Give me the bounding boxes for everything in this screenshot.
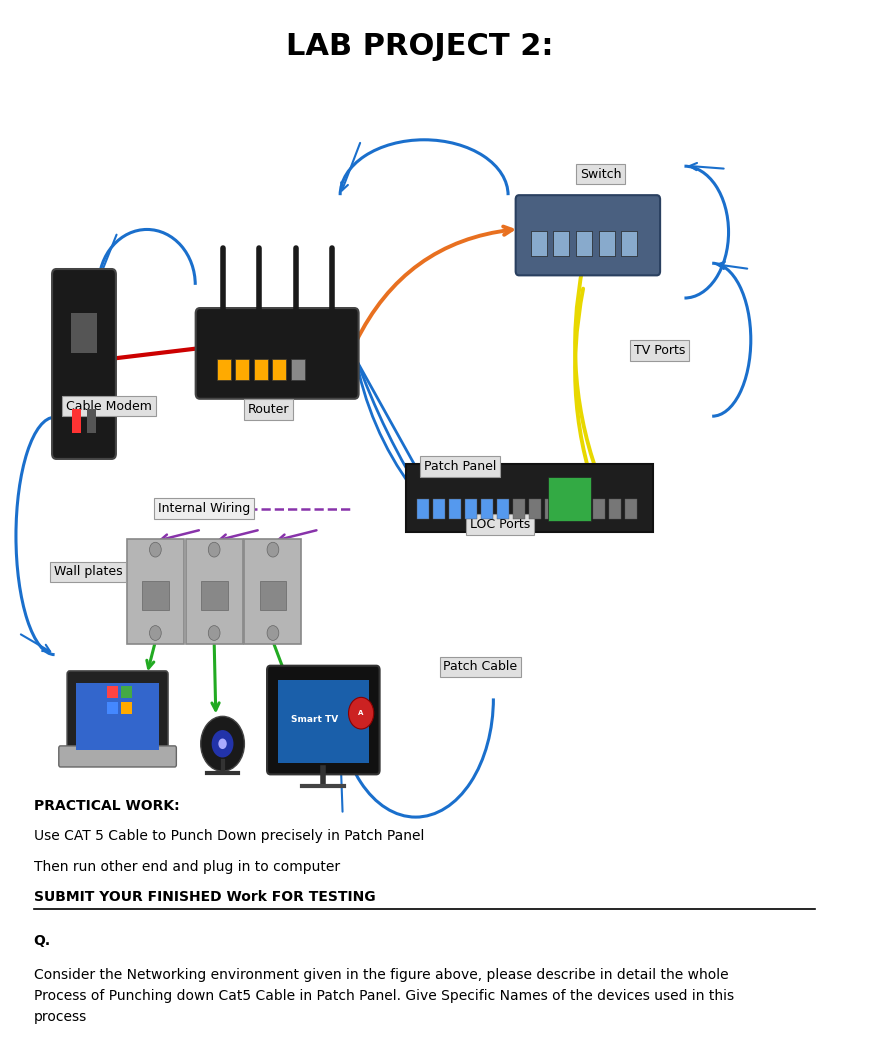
Text: Smart TV: Smart TV (291, 715, 338, 724)
Bar (260, 581, 286, 610)
Bar (547, 477, 592, 521)
Bar (235, 359, 249, 380)
Bar (216, 359, 231, 380)
Text: Wall plates: Wall plates (54, 565, 123, 578)
Text: Q.: Q. (34, 934, 50, 947)
Text: Switch: Switch (580, 168, 622, 180)
Text: Router: Router (248, 403, 290, 416)
Bar (108, 686, 118, 698)
Text: LAB PROJECT 2:: LAB PROJECT 2: (286, 32, 554, 60)
FancyBboxPatch shape (516, 195, 660, 275)
Bar (291, 359, 305, 380)
Text: SUBMIT YOUR FINISHED Work FOR TESTING: SUBMIT YOUR FINISHED Work FOR TESTING (34, 890, 375, 904)
Circle shape (200, 716, 245, 771)
Bar (142, 581, 169, 610)
Bar (108, 702, 118, 714)
Bar (609, 499, 621, 519)
Text: PRACTICAL WORK:: PRACTICAL WORK: (34, 799, 179, 812)
Bar (200, 581, 228, 610)
Text: Use CAT 5 Cable to Punch Down precisely in Patch Panel: Use CAT 5 Cable to Punch Down precisely … (34, 829, 424, 843)
FancyBboxPatch shape (267, 666, 380, 774)
Circle shape (218, 738, 227, 749)
Bar (449, 499, 461, 519)
Text: Patch Cable: Patch Cable (443, 660, 517, 673)
Bar (121, 702, 132, 714)
FancyBboxPatch shape (67, 671, 168, 760)
Bar (513, 499, 525, 519)
FancyBboxPatch shape (127, 539, 184, 644)
Bar (599, 231, 615, 256)
Bar (465, 499, 477, 519)
Circle shape (208, 542, 220, 557)
Bar (77, 683, 159, 750)
Circle shape (212, 730, 233, 757)
Bar (71, 313, 97, 353)
Bar (272, 359, 286, 380)
Text: A: A (358, 710, 364, 716)
FancyBboxPatch shape (52, 269, 116, 459)
Bar (497, 499, 509, 519)
Circle shape (267, 626, 279, 640)
Bar (121, 686, 132, 698)
Circle shape (267, 542, 279, 557)
Circle shape (208, 626, 220, 640)
Bar (87, 409, 95, 433)
Text: Patch Panel: Patch Panel (424, 460, 496, 473)
FancyBboxPatch shape (196, 308, 358, 399)
Bar (531, 231, 547, 256)
Text: Then run other end and plug in to computer: Then run other end and plug in to comput… (34, 860, 340, 874)
Circle shape (349, 697, 374, 729)
Bar (625, 499, 637, 519)
Text: Internal Wiring: Internal Wiring (158, 502, 250, 515)
Circle shape (149, 542, 162, 557)
Bar (592, 499, 605, 519)
Bar (278, 680, 369, 763)
Bar (434, 499, 445, 519)
Bar (576, 231, 592, 256)
Bar (418, 499, 429, 519)
Text: Cable Modem: Cable Modem (66, 400, 152, 413)
FancyBboxPatch shape (185, 539, 243, 644)
Bar (545, 499, 557, 519)
FancyBboxPatch shape (405, 464, 653, 532)
FancyBboxPatch shape (245, 539, 301, 644)
Bar (529, 499, 541, 519)
Bar (72, 409, 81, 433)
Text: LOC Ports: LOC Ports (470, 518, 530, 531)
Circle shape (149, 626, 162, 640)
Bar (253, 359, 268, 380)
Text: Consider the Networking environment given in the figure above, please describe i: Consider the Networking environment give… (34, 968, 734, 1023)
Bar (554, 231, 570, 256)
Bar (577, 499, 589, 519)
FancyBboxPatch shape (59, 746, 177, 767)
Bar (622, 231, 638, 256)
Text: TV Ports: TV Ports (634, 344, 685, 357)
Bar (561, 499, 573, 519)
Bar (481, 499, 493, 519)
